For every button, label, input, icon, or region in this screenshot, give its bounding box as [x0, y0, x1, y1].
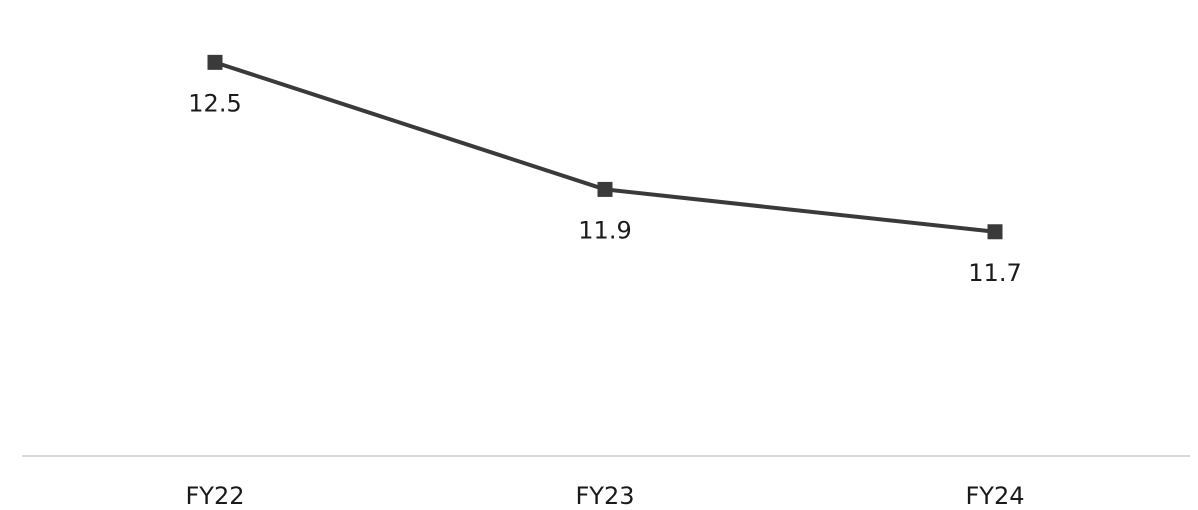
data-label: 11.7	[968, 259, 1021, 287]
series-line	[214, 60, 996, 234]
data-point-marker	[597, 181, 613, 197]
data-point-marker	[207, 54, 223, 70]
data-label: 11.9	[578, 216, 631, 244]
x-tick-label: FY23	[575, 482, 634, 510]
x-tick-label: FY24	[965, 482, 1024, 510]
data-labels: 12.5 11.9 11.7	[188, 89, 1021, 286]
series-layer	[207, 54, 1003, 240]
x-tick-label: FY22	[185, 482, 244, 510]
data-label: 12.5	[188, 89, 241, 117]
x-axis-ticks: FY22 FY23 FY24	[185, 482, 1024, 510]
data-point-marker	[987, 224, 1003, 240]
